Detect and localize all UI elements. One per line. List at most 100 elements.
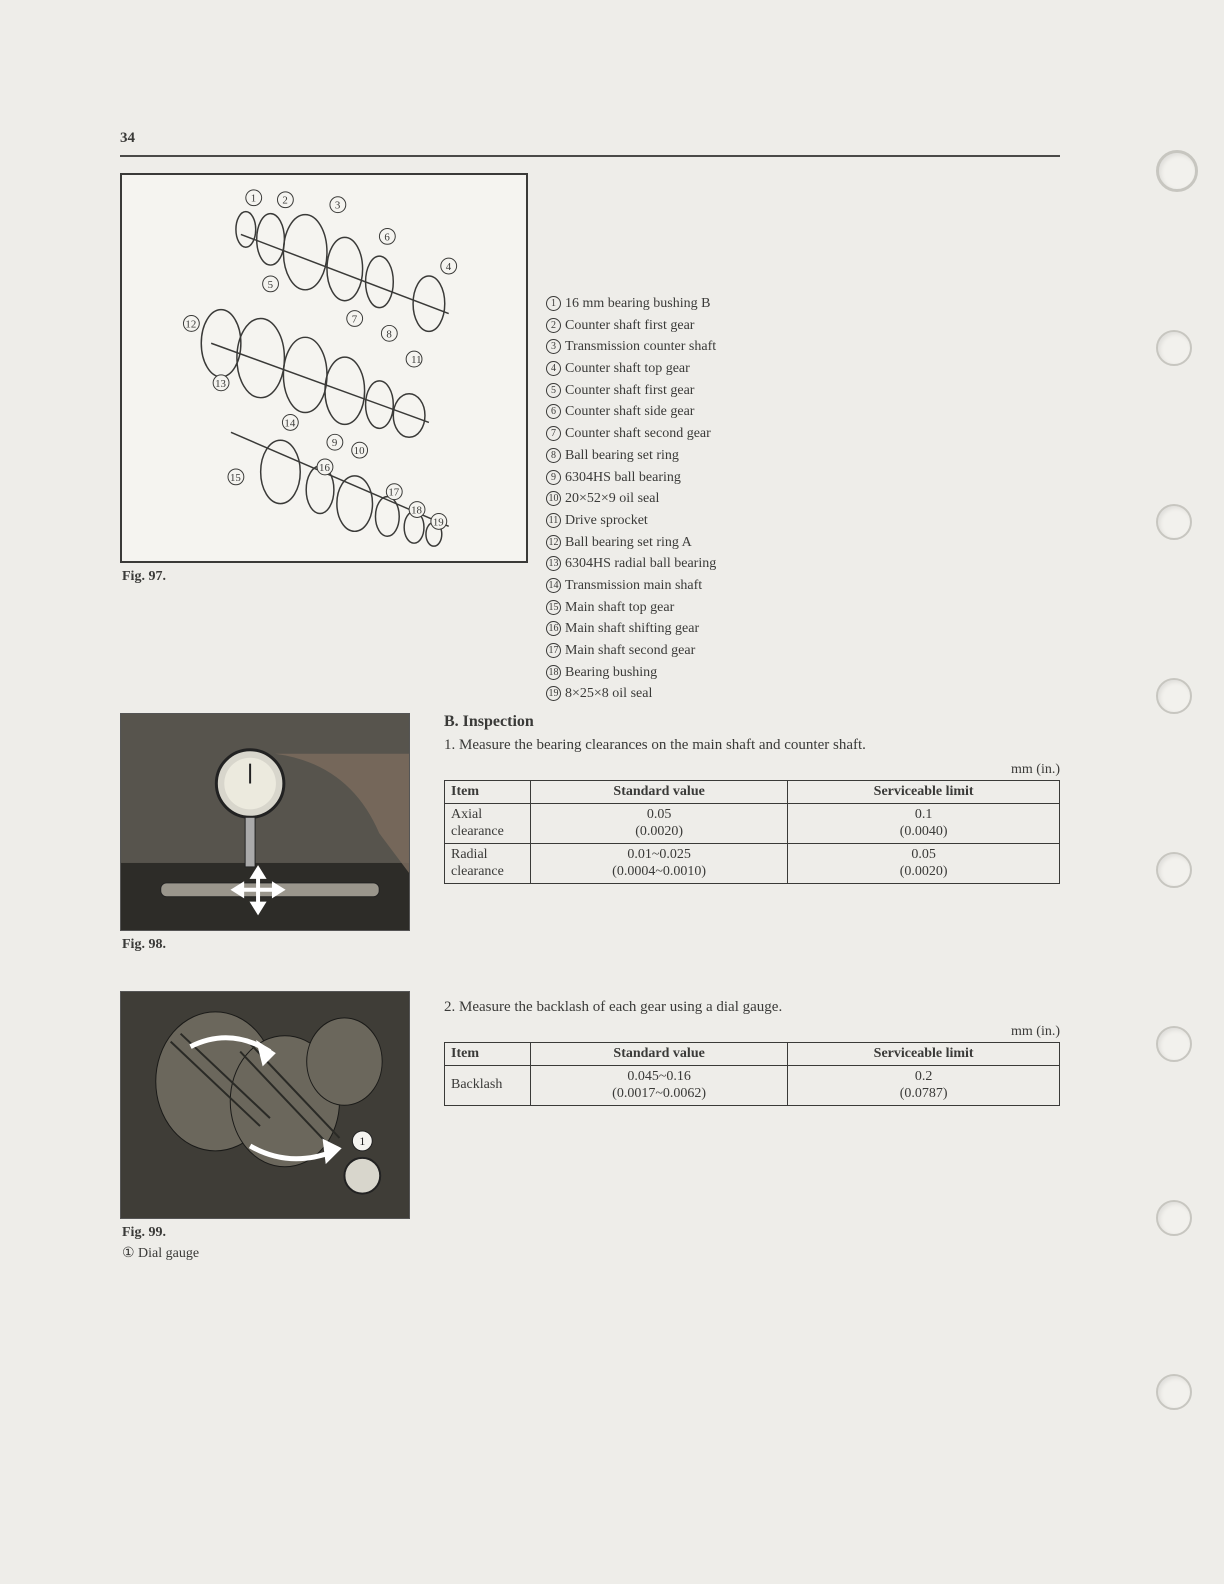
part-label: Counter shaft second gear	[565, 426, 711, 441]
parts-list-item: 14Transmission main shaft	[546, 575, 716, 597]
part-number-icon: 4	[546, 361, 561, 376]
svg-text:13: 13	[215, 378, 226, 390]
svg-text:4: 4	[446, 261, 452, 273]
table-cell: 0.05(0.0020)	[531, 803, 788, 843]
section-heading: B. Inspection	[444, 713, 1060, 731]
part-label: Main shaft shifting gear	[565, 621, 699, 636]
parts-list-item: 18Bearing bushing	[546, 662, 716, 684]
part-number-icon: 14	[546, 578, 561, 593]
part-label: 20×52×9 oil seal	[565, 491, 659, 506]
figure-97-diagram: 12364 57811 121314910 1516171819	[120, 173, 528, 563]
svg-text:1: 1	[251, 193, 256, 205]
svg-text:14: 14	[284, 417, 295, 429]
parts-list: 116 mm bearing bushing B 2 Counter shaft f…	[546, 293, 716, 705]
gear-backlash-svg: 1	[121, 992, 409, 1218]
part-number-icon: 12	[546, 535, 561, 550]
part-label: Counter shaft first gear	[565, 318, 694, 333]
svg-text:18: 18	[411, 504, 422, 516]
part-number-icon: 11	[546, 513, 561, 528]
parts-list-item: 7 Counter shaft second gear	[546, 423, 716, 445]
table-2-unit: mm (in.)	[444, 1024, 1060, 1040]
step-1-num: 1.	[444, 737, 455, 753]
table-cell: 0.1(0.0040)	[788, 803, 1060, 843]
table-header: Serviceable limit	[788, 1043, 1060, 1066]
step-2-text: Measure the backlash of each gear using …	[459, 999, 782, 1015]
table-row: Backlash0.045~0.16(0.0017~0.0062)0.2(0.0…	[445, 1065, 1060, 1105]
table-row: Axialclearance0.05(0.0020)0.1(0.0040)	[445, 803, 1060, 843]
table-row: Radialclearance0.01~0.025(0.0004~0.0010)…	[445, 843, 1060, 883]
clearance-table: ItemStandard valueServiceable limitAxial…	[444, 780, 1060, 884]
svg-text:3: 3	[335, 200, 341, 212]
svg-text:8: 8	[386, 328, 392, 340]
part-number-icon: 6	[546, 404, 561, 419]
table-cell: Radialclearance	[445, 843, 531, 883]
table-cell: 0.045~0.16(0.0017~0.0062)	[531, 1065, 788, 1105]
part-label: Main shaft top gear	[565, 600, 674, 615]
step-1: 1. Measure the bearing clearances on the…	[444, 735, 1060, 756]
parts-list-item: 136304HS radial ball bearing	[546, 553, 716, 575]
table-1-unit: mm (in.)	[444, 762, 1060, 778]
step-1-text: Measure the bearing clearances on the ma…	[459, 737, 866, 753]
page-number: 34	[120, 130, 1060, 147]
parts-list-item: 16 Main shaft shifting gear	[546, 618, 716, 640]
part-number-icon: 8	[546, 448, 561, 463]
part-number-icon: 3	[546, 339, 561, 354]
parts-list-item: 5 Counter shaft first gear	[546, 380, 716, 402]
part-label: Main shaft second gear	[565, 643, 695, 658]
figure-99-photo: 1	[120, 991, 410, 1219]
part-number-icon: 9	[546, 470, 561, 485]
part-number-icon: 7	[546, 426, 561, 441]
table-cell: 0.2(0.0787)	[788, 1065, 1060, 1105]
table-header: Serviceable limit	[788, 781, 1060, 804]
table-header: Standard value	[531, 781, 788, 804]
part-number-icon: 19	[546, 686, 561, 701]
part-label: Ball bearing set ring A	[565, 535, 692, 550]
part-label: 6304HS radial ball bearing	[565, 556, 716, 571]
parts-list-item: 6Counter shaft side gear	[546, 401, 716, 423]
part-label: 16 mm bearing bushing B	[565, 296, 710, 311]
svg-text:19: 19	[433, 516, 444, 528]
figure-98-caption: Fig. 98.	[122, 937, 410, 953]
parts-list-item: 116 mm bearing bushing B	[546, 293, 716, 315]
svg-text:6: 6	[384, 231, 390, 243]
parts-list-item: 96304HS ball bearing	[546, 467, 716, 489]
part-label: Transmission counter shaft	[565, 339, 716, 354]
parts-list-item: 17 Main shaft second gear	[546, 640, 716, 662]
table-header: Item	[445, 781, 531, 804]
svg-text:17: 17	[388, 487, 399, 499]
parts-list-item: 3 Transmission counter shaft	[546, 336, 716, 358]
section-letter: B.	[444, 713, 459, 730]
backlash-table: ItemStandard valueServiceable limitBackl…	[444, 1042, 1060, 1106]
parts-list-item: 10 20×52×9 oil seal	[546, 488, 716, 510]
svg-text:9: 9	[332, 437, 337, 449]
part-label: Bearing bushing	[565, 665, 657, 680]
part-number-icon: 10	[546, 491, 561, 506]
figure-99-caption: Fig. 99.	[122, 1225, 410, 1241]
part-label: Counter shaft top gear	[565, 361, 690, 376]
figure-98-photo	[120, 713, 410, 931]
table-header: Standard value	[531, 1043, 788, 1066]
part-number-icon: 17	[546, 643, 561, 658]
part-number-icon: 2	[546, 318, 561, 333]
svg-text:15: 15	[230, 472, 241, 484]
figure-99-subcaption: ① Dial gauge	[120, 1245, 410, 1262]
step-2-num: 2.	[444, 999, 455, 1015]
part-label: 8×25×8 oil seal	[565, 686, 652, 701]
parts-list-item: 12 Ball bearing set ring A	[546, 532, 716, 554]
parts-list-item: 11Drive sprocket	[546, 510, 716, 532]
parts-list-item: 8Ball bearing set ring	[546, 445, 716, 467]
part-number-icon: 5	[546, 383, 561, 398]
part-label: Counter shaft first gear	[565, 383, 694, 398]
svg-text:5: 5	[268, 279, 274, 291]
table-cell: Backlash	[445, 1065, 531, 1105]
table-header: Item	[445, 1043, 531, 1066]
svg-text:2: 2	[282, 195, 287, 207]
section-title: Inspection	[463, 713, 534, 730]
part-number-icon: 15	[546, 600, 561, 615]
part-number-icon: 16	[546, 621, 561, 636]
svg-text:1: 1	[359, 1134, 365, 1148]
step-2: 2. Measure the backlash of each gear usi…	[444, 997, 1060, 1018]
header-rule	[120, 155, 1060, 157]
svg-text:12: 12	[185, 318, 196, 330]
exploded-gears-svg: 12364 57811 121314910 1516171819	[122, 175, 526, 561]
